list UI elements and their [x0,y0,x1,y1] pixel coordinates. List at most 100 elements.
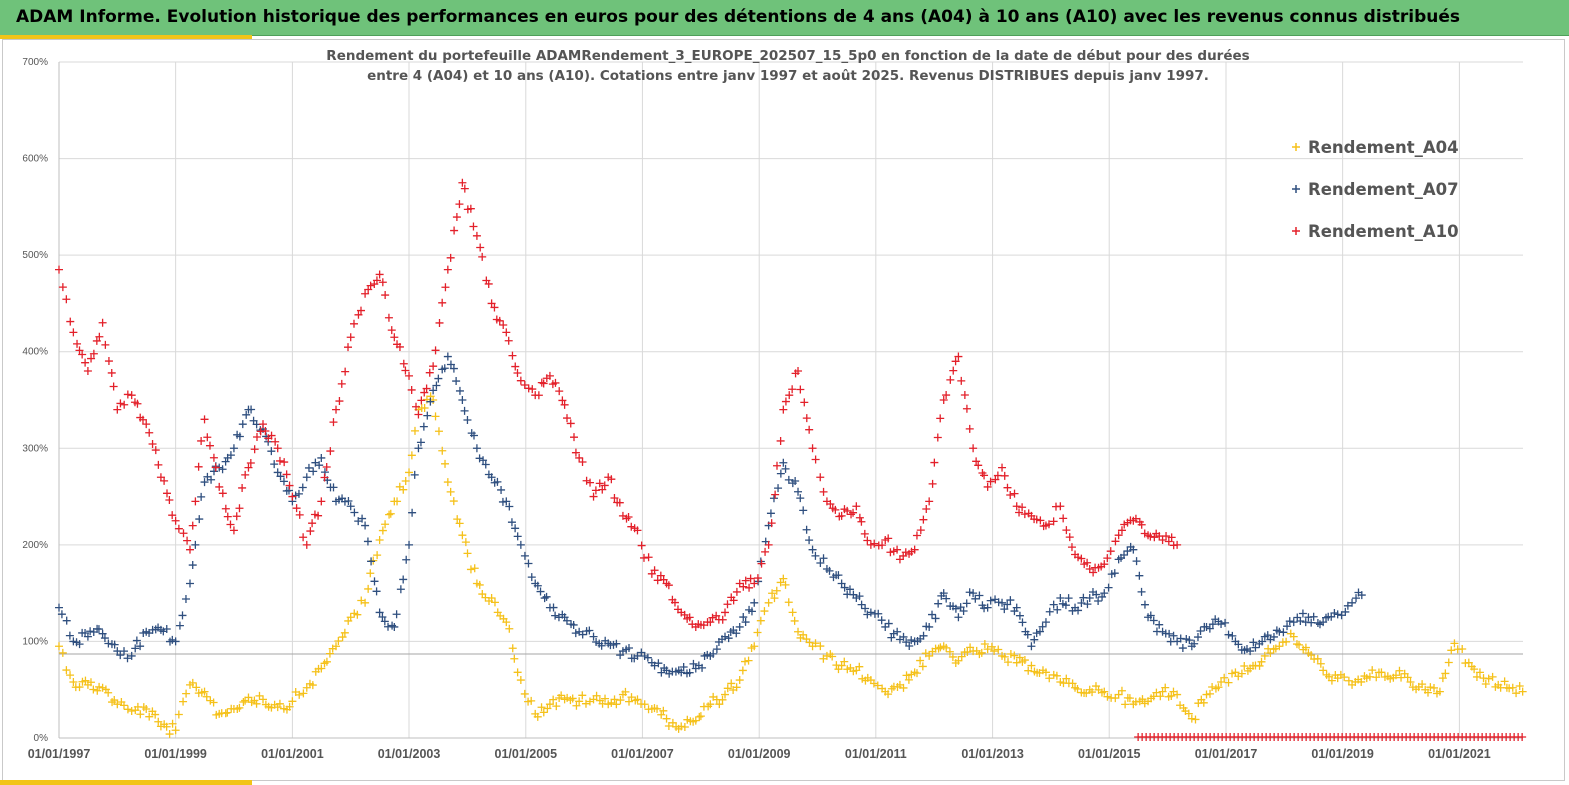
data-point [279,477,288,486]
data-point [689,659,698,668]
data-point [511,362,520,371]
data-point [244,463,253,472]
data-point [805,536,814,545]
data-point [165,730,174,739]
data-point [746,574,755,583]
data-point [1403,673,1412,682]
data-point [1097,688,1106,697]
data-point [148,439,157,448]
data-point [760,607,769,616]
data-point [1120,550,1129,559]
data-point [516,676,525,685]
data-point [643,653,652,662]
data-point [320,473,329,482]
data-point [624,513,633,522]
data-point [1307,618,1316,627]
data-point [168,719,177,728]
data-point [113,700,122,709]
data-point [195,515,204,524]
data-point [443,352,452,361]
data-point [607,475,616,484]
data-point [612,700,621,709]
data-point [919,631,928,640]
legend-marker [1292,185,1300,193]
data-point [942,391,951,400]
data-point [1015,508,1024,517]
data-point [766,509,775,518]
legend-label: Rendement_A10 [1308,222,1459,241]
data-point [899,683,908,692]
data-point [796,385,805,394]
data-point [966,643,975,652]
data-point [446,360,455,369]
data-point [499,614,508,623]
data-point [534,391,543,400]
data-point [113,405,122,414]
data-point [674,666,683,675]
data-point [1018,618,1027,627]
data-point [552,702,561,711]
data-point [367,557,376,566]
data-point [396,585,405,594]
data-point [1053,605,1062,614]
data-point [863,536,872,545]
data-point [1488,672,1497,681]
data-point [805,425,814,434]
data-point [1424,688,1432,697]
data-point [750,598,759,607]
data-point [315,461,324,470]
title-banner: ADAM Informe. Evolution historique des p… [0,0,1569,36]
data-point [381,291,390,300]
data-point [975,591,984,600]
data-point [212,710,221,719]
data-point [55,265,63,274]
data-point [673,605,682,614]
data-point [974,461,983,470]
data-point [571,629,580,638]
x-tick-label: 01/01/2015 [1078,747,1141,761]
data-point [855,592,864,601]
data-point [1343,601,1352,610]
data-point [919,515,928,524]
data-point [1073,684,1082,693]
data-point [513,532,522,541]
data-point [951,357,960,366]
data-point [466,565,475,574]
data-point [1035,627,1044,636]
data-point [727,679,736,688]
x-tick-label: 01/01/1999 [144,747,207,761]
data-point [241,470,250,479]
data-point [285,481,294,490]
data-point [721,690,730,699]
data-point [453,515,462,524]
data-point [127,706,136,715]
data-point [414,444,423,453]
data-point [874,609,883,618]
data-point [794,627,803,636]
data-point [179,697,188,706]
data-point [637,541,646,550]
data-point [1266,649,1275,658]
data-point [768,589,777,598]
x-tick-label: 01/01/2005 [495,747,558,761]
data-point [375,608,384,617]
data-point [849,508,858,517]
data-point [662,714,671,723]
data-point [356,306,365,315]
data-point [425,368,434,377]
data-point [1354,588,1363,597]
data-point [1184,709,1193,718]
data-point [1251,643,1260,652]
data-point [1301,643,1310,652]
accent-bar-top [0,35,252,39]
data-point [685,613,694,622]
data-point [78,350,87,359]
data-point [784,598,793,607]
data-point [104,688,113,697]
data-point [247,405,256,414]
data-point [794,487,803,496]
data-point [1024,509,1033,518]
data-point [441,283,450,292]
data-point [1260,651,1269,660]
data-point [133,399,142,408]
